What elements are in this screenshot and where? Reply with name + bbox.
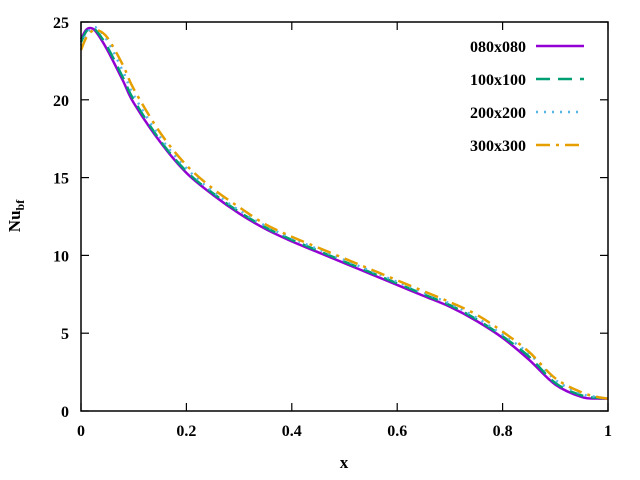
x-tick-label: 0.8 bbox=[493, 423, 513, 440]
x-tick-label: 0.2 bbox=[176, 423, 196, 440]
series-line-300x300 bbox=[79, 28, 609, 400]
series-line-100x100 bbox=[79, 26, 609, 400]
y-tick-label: 0 bbox=[61, 404, 69, 421]
x-tick-label: 0 bbox=[77, 423, 85, 440]
tick-layer bbox=[80, 21, 609, 412]
y-tick-label: 10 bbox=[53, 248, 69, 265]
y-tick-label: 5 bbox=[61, 326, 69, 343]
legend-label: 080x080 bbox=[470, 39, 526, 56]
series-line-080x080 bbox=[79, 26, 609, 400]
x-tick-label: 0.6 bbox=[387, 423, 407, 440]
y-tick-label: 15 bbox=[53, 171, 69, 188]
y-tick-label: 20 bbox=[53, 93, 69, 110]
x-tick-label: 0.4 bbox=[282, 423, 302, 440]
legend-label: 200x200 bbox=[470, 105, 526, 122]
series-layer bbox=[79, 25, 609, 400]
legend-label: 100x100 bbox=[470, 72, 526, 89]
y-tick-label: 25 bbox=[53, 15, 69, 32]
y-axis-label: Nubf bbox=[5, 199, 27, 232]
x-tick-label: 1 bbox=[604, 423, 612, 440]
series-line-200x200 bbox=[79, 25, 609, 400]
legend-label: 300x300 bbox=[470, 138, 526, 155]
x-axis-label: x bbox=[340, 453, 349, 472]
y-axis-label-main: Nu bbox=[5, 210, 24, 232]
legend: 080x080 100x100 200x200 300x300 bbox=[470, 39, 584, 155]
plot-frame bbox=[80, 21, 609, 412]
y-axis-label-subscript: bf bbox=[13, 199, 27, 211]
